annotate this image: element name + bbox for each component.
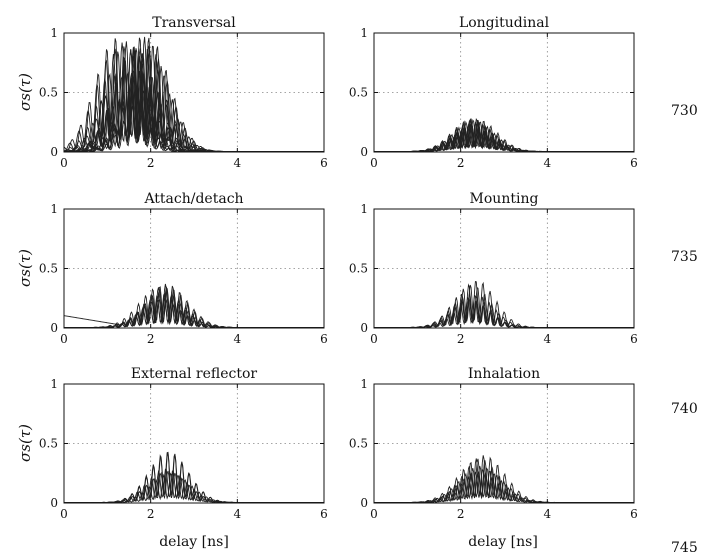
series-line xyxy=(64,470,324,503)
series-line xyxy=(374,119,634,152)
y-tick-label: 0.5 xyxy=(39,437,58,451)
x-tick-label: 6 xyxy=(630,507,638,521)
x-tick-label: 0 xyxy=(60,156,68,170)
x-tick-label: 6 xyxy=(320,332,328,346)
figure-labels: σs(τ) σs(τ) σs(τ) delay [ns] delay [ns] … xyxy=(16,73,698,555)
panel-title: Attach/detach xyxy=(143,191,243,207)
series-line xyxy=(374,280,634,328)
y-tick-label: 1 xyxy=(360,26,368,40)
x-tick-label: 0 xyxy=(370,507,378,521)
panel-1: 0 2 4 6 0 0.5 1 Transversal xyxy=(39,15,328,170)
panel-4: 0 2 4 6 0 0.5 1 Mounting xyxy=(349,191,638,346)
xlabel-right: delay [ns] xyxy=(468,534,538,550)
panel-title: Mounting xyxy=(470,191,539,207)
panel-title: Longitudinal xyxy=(459,15,550,31)
series-group xyxy=(374,118,634,152)
x-tick-label: 0 xyxy=(370,156,378,170)
x-tick-label: 6 xyxy=(320,156,328,170)
panel-title: External reflector xyxy=(131,366,258,382)
x-tick-label: 4 xyxy=(234,156,242,170)
x-tick-label: 2 xyxy=(147,156,155,170)
x-tick-label: 0 xyxy=(370,332,378,346)
panels: 0 2 4 6 0 0.5 1 Transversal 0 2 4 6 0 0.5 1 Longitudina… xyxy=(39,15,638,521)
x-tick-label: 0 xyxy=(60,507,68,521)
panel-2: 0 2 4 6 0 0.5 1 Longitudinal xyxy=(349,15,638,170)
y-tick-label: 0.5 xyxy=(39,86,58,100)
x-tick-label: 2 xyxy=(147,507,155,521)
ylabel-row-1: σs(τ) xyxy=(16,73,34,111)
y-tick-label: 0.5 xyxy=(349,262,368,276)
series-group xyxy=(63,36,324,152)
series-group xyxy=(374,455,634,503)
y-tick-label: 1 xyxy=(360,202,368,216)
xlabel-left: delay [ns] xyxy=(159,534,229,550)
y-tick-label: 0 xyxy=(50,496,58,510)
y-tick-label: 0.5 xyxy=(349,86,368,100)
panel-title: Transversal xyxy=(152,15,236,31)
y-tick-label: 0 xyxy=(360,321,368,335)
x-tick-label: 2 xyxy=(147,332,155,346)
y-tick-label: 1 xyxy=(50,26,58,40)
x-tick-label: 4 xyxy=(544,507,552,521)
panel-3: 0 2 4 6 0 0.5 1 Attach/detach xyxy=(39,191,328,346)
ylabel-row-3: σs(τ) xyxy=(16,424,34,462)
y-tick-label: 0.5 xyxy=(349,437,368,451)
series-group xyxy=(374,280,634,328)
line-number-730: 730 xyxy=(671,103,698,119)
y-tick-label: 0 xyxy=(50,321,58,335)
series-line xyxy=(64,451,324,503)
y-tick-label: 1 xyxy=(50,202,58,216)
panel-5: 0 2 4 6 0 0.5 1 External reflector xyxy=(39,366,328,521)
series-line xyxy=(374,284,634,328)
y-tick-label: 0.5 xyxy=(39,262,58,276)
panel-title: Inhalation xyxy=(468,366,540,382)
x-tick-label: 0 xyxy=(60,332,68,346)
x-tick-label: 6 xyxy=(630,156,638,170)
y-tick-label: 0 xyxy=(50,145,58,159)
series-group xyxy=(64,451,324,503)
y-tick-label: 0 xyxy=(360,496,368,510)
y-tick-label: 1 xyxy=(50,377,58,391)
series-group xyxy=(63,283,324,328)
x-tick-label: 4 xyxy=(234,332,242,346)
x-tick-label: 6 xyxy=(630,332,638,346)
x-tick-label: 6 xyxy=(320,507,328,521)
series-line xyxy=(374,458,634,503)
line-number-735: 735 xyxy=(671,249,698,265)
x-tick-label: 2 xyxy=(457,156,465,170)
x-tick-label: 2 xyxy=(457,332,465,346)
x-tick-label: 4 xyxy=(544,156,552,170)
line-number-745: 745 xyxy=(671,540,698,555)
y-tick-label: 0 xyxy=(360,145,368,159)
x-tick-label: 4 xyxy=(544,332,552,346)
x-tick-label: 2 xyxy=(457,507,465,521)
ylabel-row-2: σs(τ) xyxy=(16,249,34,287)
y-tick-label: 1 xyxy=(360,377,368,391)
panel-6: 0 2 4 6 0 0.5 1 Inhalation xyxy=(349,366,638,521)
x-tick-label: 4 xyxy=(234,507,242,521)
line-number-740: 740 xyxy=(671,401,698,417)
